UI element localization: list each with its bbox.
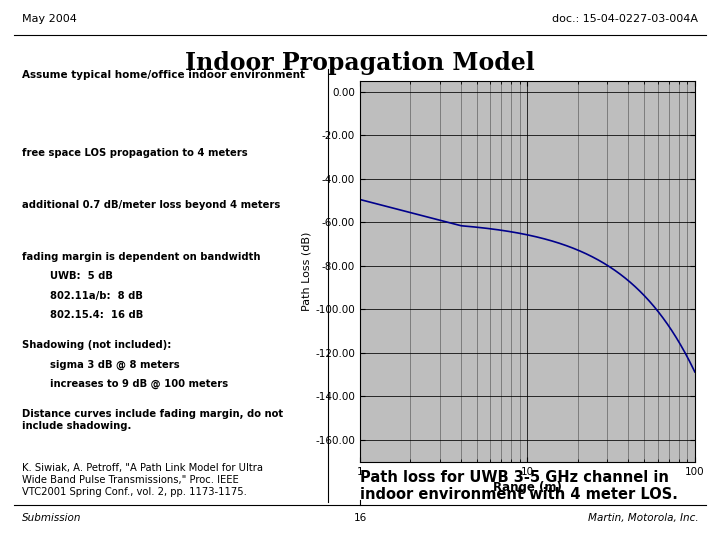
Y-axis label: Path Loss (dB): Path Loss (dB) (301, 232, 311, 311)
Text: Submission: Submission (22, 513, 81, 523)
Text: fading margin is dependent on bandwidth: fading margin is dependent on bandwidth (22, 252, 260, 262)
Text: Indoor Propagation Model: Indoor Propagation Model (185, 51, 535, 75)
Text: 16: 16 (354, 513, 366, 523)
Text: Martin, Motorola, Inc.: Martin, Motorola, Inc. (588, 513, 698, 523)
Text: sigma 3 dB @ 8 meters: sigma 3 dB @ 8 meters (22, 360, 179, 370)
Text: Assume typical home/office indoor environment: Assume typical home/office indoor enviro… (22, 70, 305, 80)
Text: free space LOS propagation to 4 meters: free space LOS propagation to 4 meters (22, 148, 247, 158)
X-axis label: Range (m): Range (m) (493, 481, 562, 494)
Text: additional 0.7 dB/meter loss beyond 4 meters: additional 0.7 dB/meter loss beyond 4 me… (22, 200, 280, 210)
Text: Shadowing (not included):: Shadowing (not included): (22, 340, 171, 350)
Text: K. Siwiak, A. Petroff, "A Path Link Model for Ultra
Wide Band Pulse Transmission: K. Siwiak, A. Petroff, "A Path Link Mode… (22, 463, 263, 496)
Text: Distance curves include fading margin, do not
include shadowing.: Distance curves include fading margin, d… (22, 409, 283, 431)
Text: doc.: 15-04-0227-03-004A: doc.: 15-04-0227-03-004A (552, 14, 698, 24)
Text: UWB:  5 dB: UWB: 5 dB (22, 271, 112, 281)
Text: May 2004: May 2004 (22, 14, 76, 24)
Text: 802.15.4:  16 dB: 802.15.4: 16 dB (22, 310, 143, 320)
Text: 802.11a/b:  8 dB: 802.11a/b: 8 dB (22, 291, 143, 301)
Text: increases to 9 dB @ 100 meters: increases to 9 dB @ 100 meters (22, 379, 228, 389)
Text: Path loss for UWB 3-5 GHz channel in
indoor environment with 4 meter LOS.: Path loss for UWB 3-5 GHz channel in ind… (360, 470, 678, 502)
